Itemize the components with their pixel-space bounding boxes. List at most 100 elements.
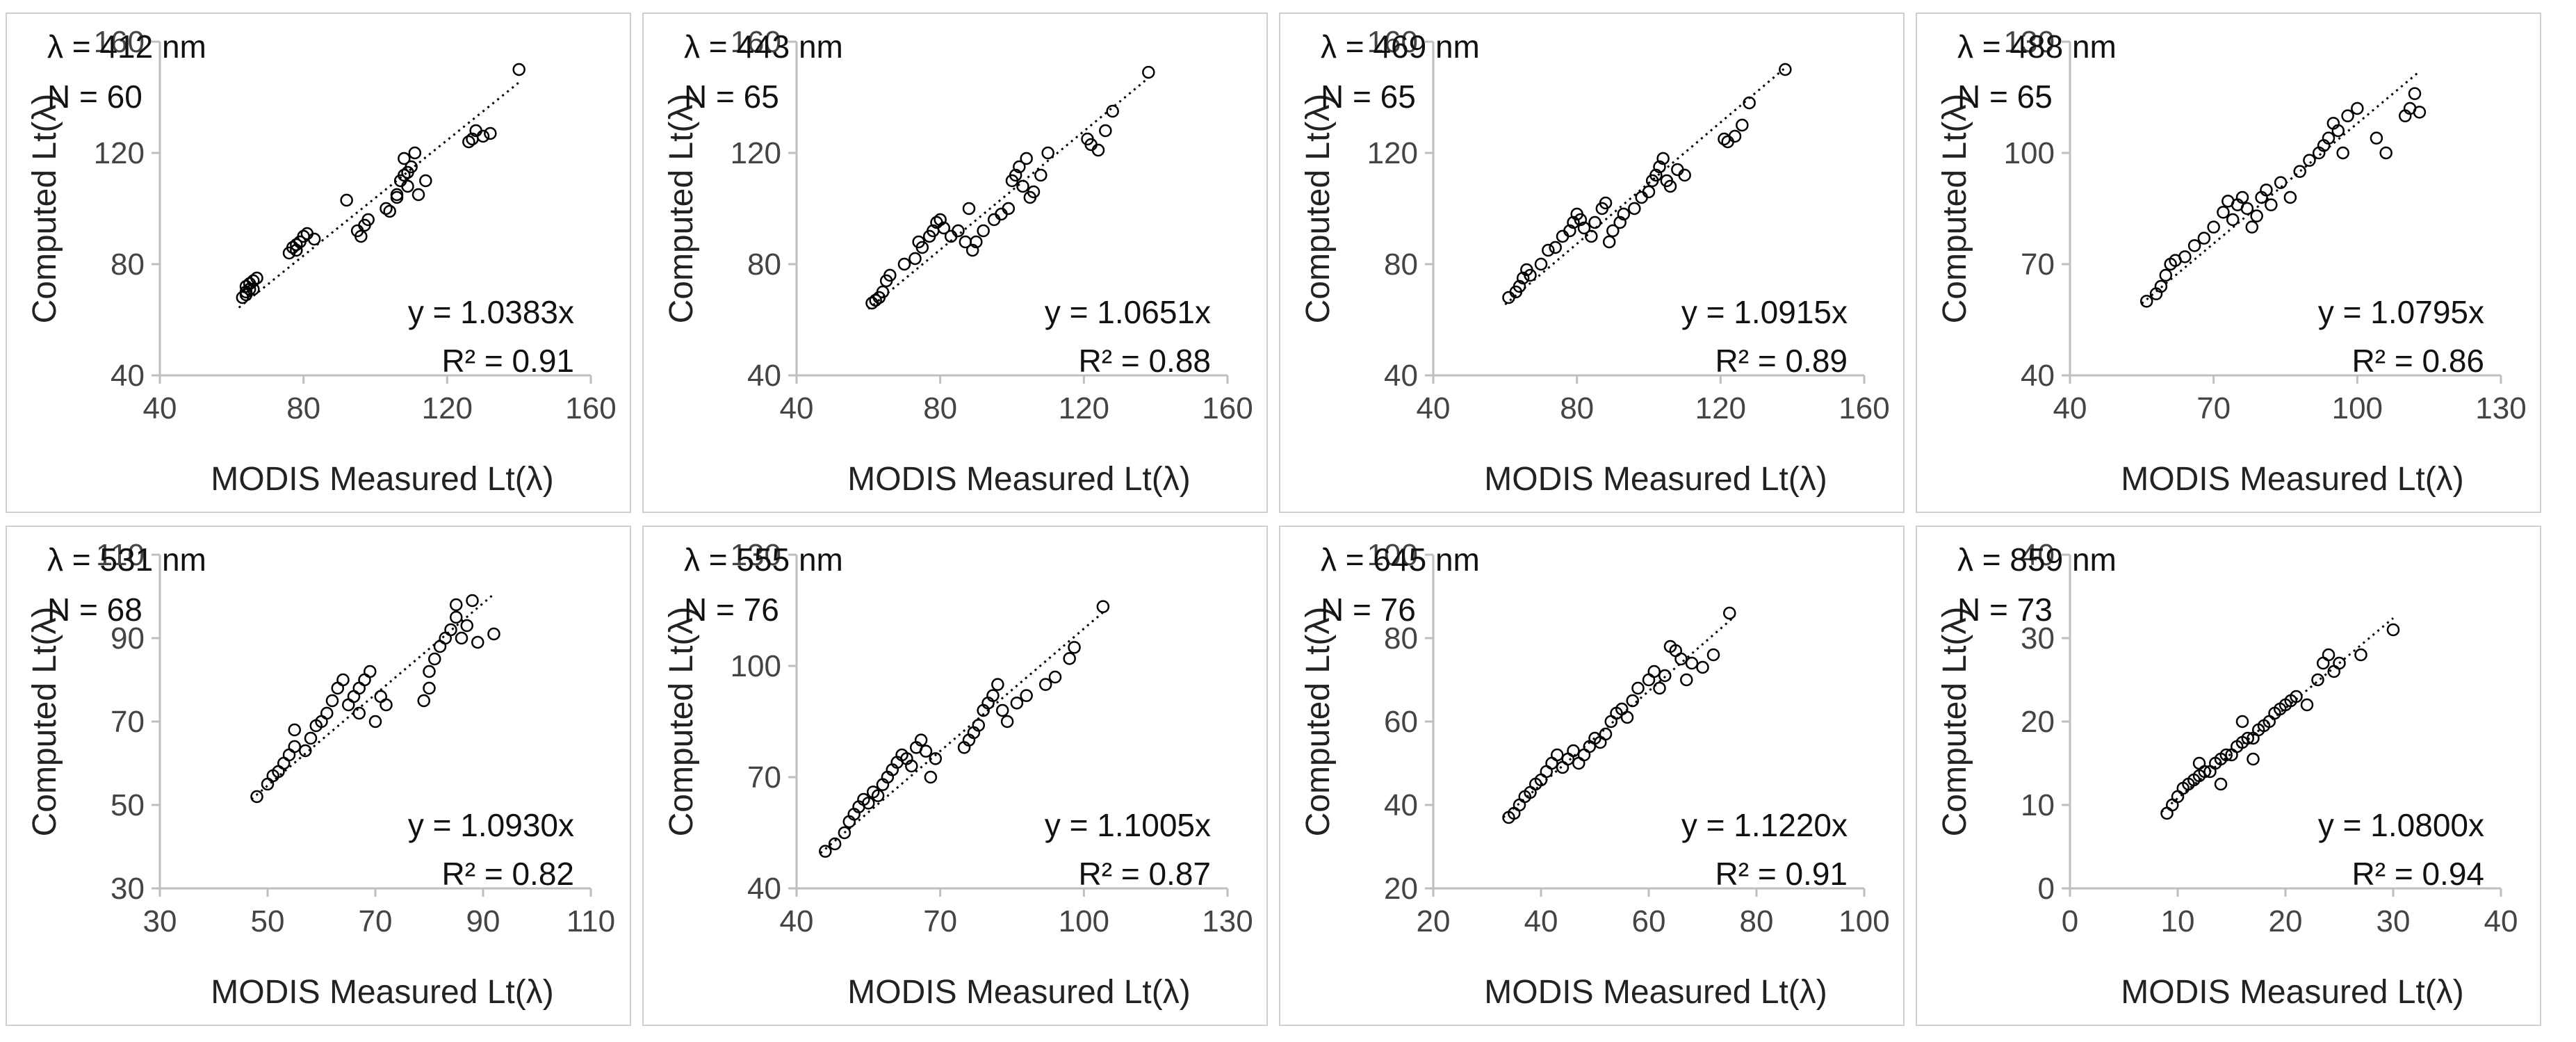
data-point [512, 63, 525, 76]
y-tick-label: 130 [2004, 25, 2055, 59]
data-point [819, 845, 832, 858]
data-point [1000, 715, 1014, 728]
data-point [1649, 168, 1663, 182]
data-point [299, 744, 312, 758]
data-point [2274, 176, 2288, 189]
x-tick-label: 80 [1560, 391, 1594, 425]
scatter-plot-412nm: 40 80 120 160 40 80 120 160 MODIS Measured Lt(λ)… [26, 25, 617, 498]
y-axis-title: Computed Lt(λ) [1937, 607, 1973, 837]
data-point [1513, 279, 1526, 293]
x-tick-label: 80 [286, 391, 320, 425]
data-point [1542, 243, 1555, 257]
data-point [1631, 681, 1645, 695]
data-point [995, 207, 1008, 221]
data-point [2379, 146, 2392, 160]
data-point [1626, 694, 1639, 708]
y-tick-label: 70 [747, 760, 781, 795]
data-point [2241, 731, 2254, 745]
data-point [466, 594, 479, 608]
data-point [1551, 748, 1564, 762]
data-point [1620, 710, 1634, 724]
data-point [2260, 184, 2273, 197]
data-point [1743, 96, 1756, 110]
data-point [1602, 235, 1616, 249]
y-tick-label: 100 [1367, 538, 1418, 572]
data-point [2322, 648, 2335, 662]
y-tick-label: 70 [111, 705, 145, 739]
data-point [2311, 673, 2324, 687]
data-point [962, 202, 976, 215]
data-point [484, 127, 497, 140]
data-point [1010, 697, 1024, 710]
x-tick-label: 30 [143, 904, 177, 938]
data-point [1577, 221, 1591, 235]
data-point [471, 635, 484, 649]
data-point [243, 282, 256, 296]
data-point [2235, 190, 2249, 204]
panel-645nm: 20 40 60 80 100 20 40 60 80 100 MODIS Measured Lt(… [1279, 526, 1905, 1026]
data-point [487, 627, 500, 641]
data-point [1696, 660, 1709, 674]
y-tick-label: 160 [731, 25, 781, 59]
data-point [1671, 163, 1684, 177]
data-point [1563, 224, 1576, 238]
y-tick-label: 40 [111, 359, 145, 393]
x-tick-label: 70 [2196, 391, 2231, 425]
x-tick-label: 160 [1839, 391, 1889, 425]
x-tick-label: 120 [422, 391, 473, 425]
data-point [380, 698, 393, 712]
x-tick-label: 30 [2377, 904, 2411, 938]
data-point [380, 202, 393, 215]
r-squared-label: R² = 0.87 [1078, 856, 1212, 892]
data-point [1002, 202, 1016, 215]
data-point [428, 652, 441, 666]
data-point [2265, 198, 2278, 211]
data-point [924, 770, 938, 784]
data-point [937, 221, 951, 235]
data-point [340, 193, 353, 207]
scatter-plot-555nm: 40 70 100 130 40 70 100 130 MODIS Measured Lt(λ)… [663, 538, 1253, 1011]
x-axis-title: MODIS Measured Lt(λ) [847, 974, 1190, 1011]
data-point [1613, 215, 1627, 229]
data-point [1653, 160, 1666, 174]
data-point [423, 665, 436, 678]
data-point [934, 213, 947, 227]
data-point [1027, 185, 1041, 199]
y-tick-label: 40 [2021, 538, 2055, 572]
data-point [398, 152, 411, 165]
y-tick-label: 120 [731, 136, 781, 170]
data-point [1020, 152, 1033, 165]
y-tick-label: 130 [731, 538, 781, 572]
data-point [862, 797, 875, 810]
data-point [462, 135, 475, 149]
y-tick-label: 80 [1384, 247, 1418, 282]
x-tick-label: 130 [1202, 904, 1253, 938]
x-tick-label: 100 [1059, 904, 1109, 938]
x-tick-label: 90 [466, 904, 500, 938]
data-point [419, 174, 432, 188]
regression-equation: y = 1.0383x [407, 294, 574, 330]
x-tick-label: 40 [1524, 904, 1558, 938]
sample-count-label: N = 65 [1957, 79, 2053, 115]
data-point [972, 719, 986, 732]
y-tick-label: 70 [2021, 247, 2055, 282]
panel-859nm: 0 10 20 30 40 0 10 20 30 40 MODIS Measured Lt(λ) Co… [1916, 526, 2541, 1026]
y-axis-title: Computed Lt(λ) [663, 94, 700, 324]
panel-488nm: 40 70 100 130 40 70 100 130 MODIS Measured Lt(λ)… [1916, 13, 2541, 513]
wavelength-label: λ = 488 nm [1957, 29, 2117, 65]
data-point [915, 241, 929, 254]
data-point [1706, 648, 1720, 662]
y-axis-title: Computed Lt(λ) [1937, 94, 1973, 324]
y-tick-label: 80 [1384, 621, 1418, 656]
y-tick-label: 80 [747, 247, 781, 282]
r-squared-label: R² = 0.89 [1715, 343, 1848, 379]
y-tick-label: 50 [111, 788, 145, 822]
data-point [368, 715, 382, 728]
data-point [2351, 101, 2364, 115]
data-point [2214, 777, 2228, 791]
data-point [1680, 673, 1693, 687]
scatter-plot-859nm: 0 10 20 30 40 0 10 20 30 40 MODIS Measured Lt(λ) Co… [1937, 538, 2518, 1011]
y-axis-title: Computed Lt(λ) [26, 94, 63, 324]
scatter-plot-443nm: 40 80 120 160 40 80 120 160 MODIS Measured Lt(λ)… [663, 25, 1253, 498]
data-point [2322, 131, 2335, 145]
